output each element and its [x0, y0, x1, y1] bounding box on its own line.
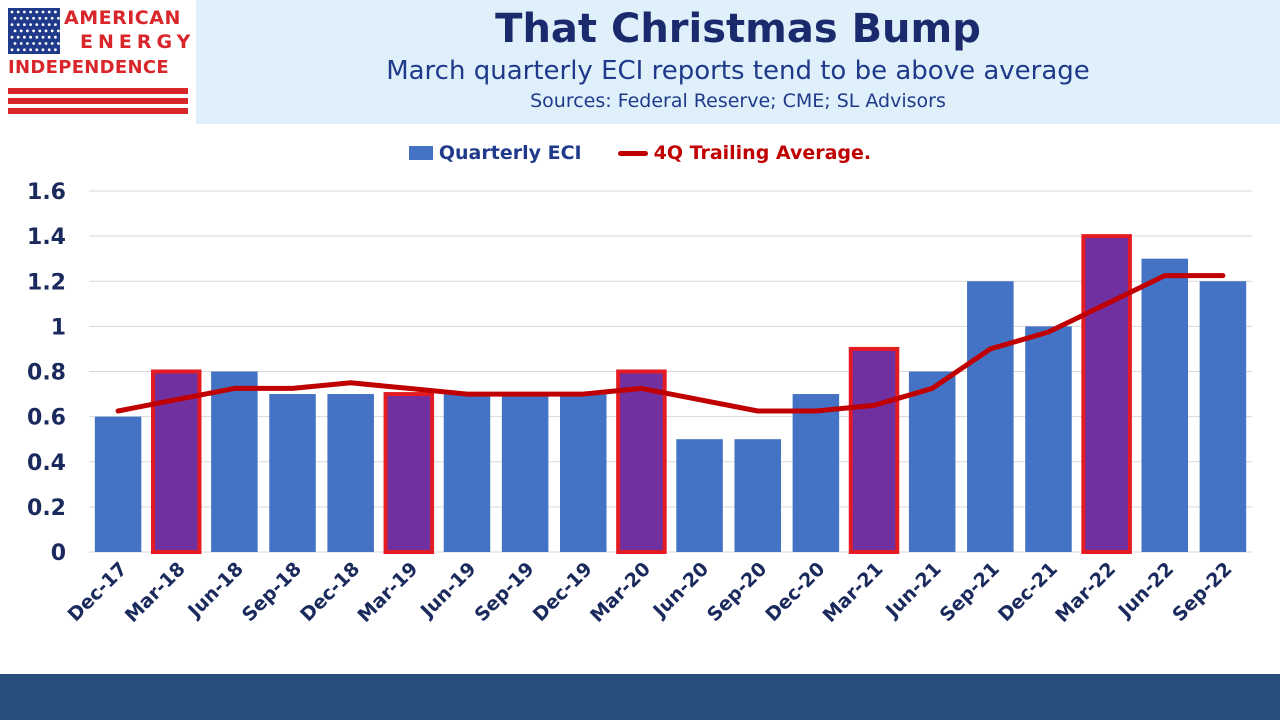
bar: [501, 394, 549, 552]
bar: [734, 439, 781, 552]
bar-highlighted: [383, 392, 435, 554]
bar: [94, 416, 142, 552]
flag-stripes: [8, 88, 188, 114]
logo-text-american: AMERICAN: [64, 7, 181, 29]
trailing-average-line: [115, 273, 1226, 414]
bar: [908, 371, 956, 552]
x-tick-label: Sep-22: [1168, 558, 1236, 626]
bar: [269, 394, 316, 552]
y-tick-label: 1: [51, 315, 66, 340]
y-tick-label: 1.6: [27, 180, 66, 205]
page-title: That Christmas Bump: [495, 6, 981, 52]
bar: [560, 394, 607, 552]
y-tick-label: 0: [51, 541, 66, 566]
legend-item-quarterly-eci: Quarterly ECI: [408, 142, 582, 164]
y-tick-label: 0.2: [27, 496, 66, 521]
x-tick-label: Mar-22: [1051, 558, 1120, 627]
x-axis-ticks: Dec-17Mar-18Jun-18Sep-18Dec-18Mar-19Jun-…: [64, 558, 1237, 627]
line-series: [115, 273, 1226, 414]
flag-icon: [8, 8, 60, 54]
x-tick-label: Dec-20: [761, 558, 829, 626]
x-tick-label: Dec-19: [529, 558, 597, 626]
y-tick-label: 0.4: [27, 451, 66, 476]
x-tick-label: Mar-20: [586, 558, 655, 627]
bar: [1199, 281, 1247, 552]
header-banner: AMERICAN ENERGY INDEPENDENCE That Christ…: [0, 0, 1280, 124]
bar: [792, 394, 840, 552]
x-tick-label: Sep-19: [470, 558, 538, 626]
bar: [1141, 258, 1189, 552]
page-subtitle: March quarterly ECI reports tend to be a…: [386, 56, 1090, 86]
legend-swatch-bar: [408, 146, 433, 160]
x-tick-label: Mar-19: [353, 558, 422, 627]
y-tick-label: 0.8: [27, 361, 66, 386]
x-tick-label: Jun-21: [880, 558, 945, 623]
bar-series: [94, 234, 1247, 554]
y-tick-label: 1.4: [27, 225, 66, 250]
y-tick-label: 1.2: [27, 270, 66, 295]
bar-highlighted: [848, 346, 900, 554]
x-tick-label: Sep-21: [936, 558, 1004, 626]
logo: AMERICAN ENERGY INDEPENDENCE: [0, 0, 196, 124]
bar: [327, 394, 374, 552]
x-tick-label: Mar-21: [819, 558, 888, 627]
bar: [211, 371, 258, 552]
bar: [676, 439, 723, 552]
x-tick-label: Sep-18: [238, 558, 306, 626]
footer-bar: [0, 674, 1280, 720]
x-tick-label: Jun-22: [1113, 558, 1178, 623]
bar-highlighted: [616, 369, 667, 554]
x-tick-label: Mar-18: [121, 558, 190, 627]
x-tick-label: Jun-20: [648, 558, 713, 623]
bar-highlighted: [1081, 234, 1132, 554]
eci-chart: 00.20.40.60.811.21.41.6 Dec-17Mar-18Jun-…: [27, 180, 1252, 627]
y-tick-label: 0.6: [27, 406, 66, 431]
bar: [967, 281, 1014, 552]
grid-lines: [89, 190, 1252, 553]
x-tick-label: Sep-20: [703, 558, 771, 626]
sources-note: Sources: Federal Reserve; CME; SL Adviso…: [530, 90, 946, 112]
logo-text-energy: ENERGY: [80, 31, 196, 53]
x-tick-label: Dec-21: [994, 558, 1062, 626]
legend-label-quarterly-eci: Quarterly ECI: [438, 142, 582, 164]
legend-item-trailing-average: 4Q Trailing Average.: [617, 142, 872, 164]
y-axis-ticks: 0 0.2 0.4 0.6 0.8 1 1.2 1.4 1.6: [27, 180, 66, 566]
bar: [443, 394, 491, 552]
x-tick-label: Dec-17: [64, 558, 132, 626]
logo-text-independence: INDEPENDENCE: [8, 57, 169, 78]
bar: [1025, 326, 1072, 552]
chart-legend: Quarterly ECI 4Q Trailing Average.: [0, 140, 1280, 166]
x-tick-label: Dec-18: [296, 558, 364, 626]
x-tick-label: Jun-19: [415, 558, 480, 623]
x-tick-label: Jun-18: [183, 558, 248, 623]
legend-label-trailing-average: 4Q Trailing Average.: [653, 142, 872, 164]
legend-swatch-line: [617, 150, 648, 156]
